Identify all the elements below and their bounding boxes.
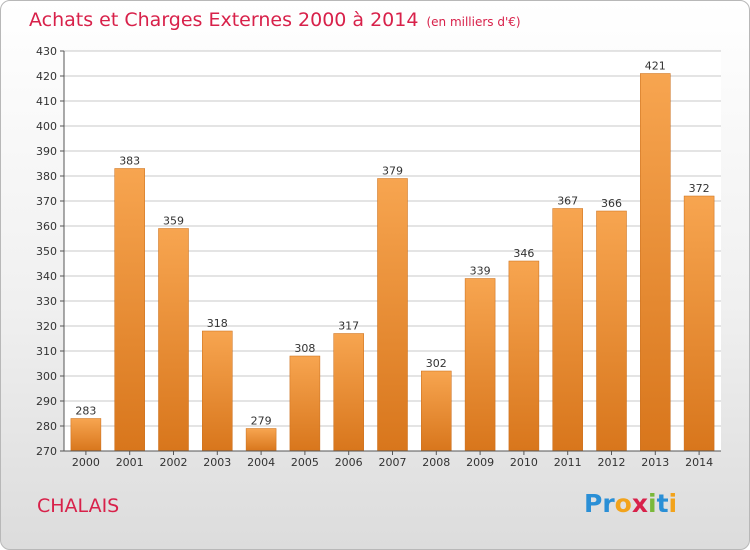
y-tick-label: 310 — [36, 345, 57, 358]
bar — [508, 260, 540, 452]
bar-value-label: 318 — [207, 317, 228, 330]
bar-value-label: 366 — [601, 197, 622, 210]
y-tick-label: 340 — [36, 270, 57, 283]
x-tick-label: 2005 — [291, 456, 319, 469]
y-tick-label: 330 — [36, 295, 57, 308]
proxiti-logo: Proxiti — [584, 489, 677, 518]
y-tick-label: 370 — [36, 195, 57, 208]
bar — [158, 228, 189, 452]
x-tick-label: 2004 — [247, 456, 275, 469]
y-tick-label: 270 — [36, 445, 57, 458]
y-tick-label: 400 — [36, 120, 57, 133]
y-tick-label: 320 — [36, 320, 57, 333]
bar-value-label: 379 — [382, 165, 403, 178]
bar-value-label: 346 — [513, 247, 534, 260]
chart-title-text: Achats et Charges Externes 2000 à 2014 — [29, 9, 419, 31]
x-tick-label: 2008 — [422, 456, 450, 469]
logo-letter: t — [656, 489, 669, 518]
bar-value-label: 279 — [251, 415, 272, 428]
x-tick-label: 2013 — [641, 456, 669, 469]
bar — [683, 195, 715, 452]
x-tick-label: 2011 — [554, 456, 582, 469]
y-tick-label: 360 — [36, 220, 57, 233]
chart-title: Achats et Charges Externes 2000 à 2014 (e… — [29, 9, 521, 31]
bar-value-label: 372 — [689, 182, 710, 195]
y-tick-label: 430 — [36, 45, 57, 58]
bar-value-label: 283 — [75, 405, 96, 418]
bar — [552, 208, 583, 452]
bar-value-label: 339 — [470, 265, 491, 278]
value-labels: 283 383 359 318 279 308 317 379 302 339 346 367 366 4… — [75, 60, 709, 428]
y-tick-label: 300 — [36, 370, 57, 383]
bar — [377, 178, 408, 452]
bar-value-label: 421 — [645, 60, 666, 73]
y-tick-label: 420 — [36, 70, 57, 83]
bar — [421, 370, 452, 452]
logo-letter: i — [648, 489, 657, 518]
y-tick-label: 350 — [36, 245, 57, 258]
logo-letter: x — [631, 489, 648, 518]
x-tick-label: 2009 — [466, 456, 494, 469]
bar — [640, 73, 671, 452]
bar — [596, 210, 627, 452]
bar — [202, 330, 233, 452]
x-tick-label: 2012 — [598, 456, 626, 469]
bar — [464, 278, 496, 452]
x-tick-label: 2002 — [160, 456, 188, 469]
x-tick-label: 2001 — [116, 456, 144, 469]
y-tick-label: 290 — [36, 395, 57, 408]
logo-letter: o — [614, 489, 632, 518]
city-name: CHALAIS — [37, 495, 120, 517]
bar-value-label: 308 — [294, 342, 315, 355]
bar — [289, 355, 321, 452]
bar-value-label: 359 — [163, 215, 184, 228]
y-tick-label: 280 — [36, 420, 57, 433]
x-tick-label: 2006 — [335, 456, 363, 469]
logo-letter: i — [668, 489, 678, 518]
y-tick-label: 380 — [36, 170, 57, 183]
x-tick-label: 2014 — [685, 456, 713, 469]
y-tick-label: 410 — [36, 95, 57, 108]
bar-value-label: 317 — [338, 320, 359, 333]
y-tick-label: 390 — [36, 145, 57, 158]
bar — [70, 418, 102, 452]
bar — [245, 428, 277, 452]
bar-value-label: 302 — [426, 357, 447, 370]
logo-letter: P — [584, 489, 603, 518]
x-tick-label: 2003 — [203, 456, 231, 469]
bars — [70, 73, 715, 452]
x-tick-label: 2007 — [379, 456, 407, 469]
bar-value-label: 367 — [557, 195, 578, 208]
logo-letter: r — [602, 489, 615, 518]
bar-value-label: 383 — [119, 155, 140, 168]
bar — [114, 168, 145, 452]
x-tick-label: 2010 — [510, 456, 538, 469]
axes: 270 280 290 300 310 320 330 340 350 360 370 380 390 4… — [36, 45, 721, 469]
chart-subtitle: (en milliers d'€) — [426, 15, 521, 29]
bar — [333, 333, 364, 452]
x-tick-label: 2000 — [72, 456, 100, 469]
